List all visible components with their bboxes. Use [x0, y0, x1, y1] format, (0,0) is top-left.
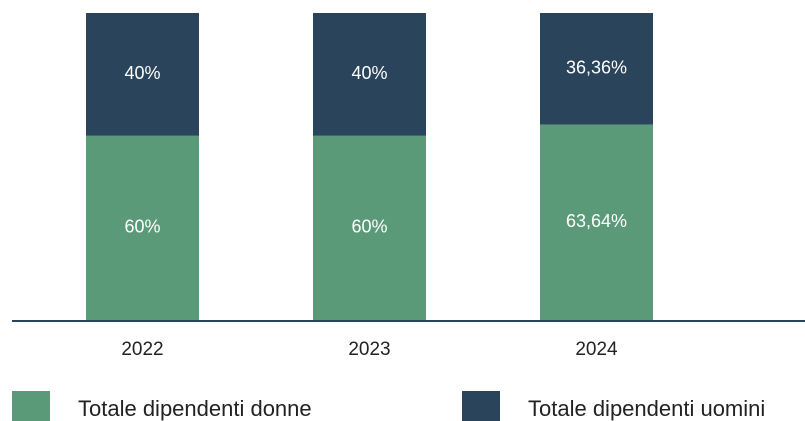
bar-segment	[540, 124, 653, 320]
legend-swatch	[462, 391, 500, 421]
bar-segment	[86, 135, 199, 320]
bar-segment	[86, 13, 199, 136]
legend-label: Totale dipendenti donne	[78, 396, 312, 421]
bar-segment	[313, 135, 426, 320]
legend-swatch	[12, 391, 50, 421]
x-tick-label: 2023	[348, 339, 390, 360]
bar-segment	[313, 13, 426, 136]
value-label: 40%	[351, 63, 387, 83]
value-label: 63,64%	[566, 211, 627, 231]
x-tick-label: 2024	[575, 339, 618, 360]
value-label: 60%	[351, 217, 387, 237]
legend-label: Totale dipendenti uomini	[528, 396, 765, 421]
bar-segment	[540, 13, 653, 125]
x-tick-label: 2022	[121, 339, 163, 360]
value-label: 60%	[124, 217, 160, 237]
value-label: 36,36%	[566, 58, 627, 78]
value-label: 40%	[124, 63, 160, 83]
